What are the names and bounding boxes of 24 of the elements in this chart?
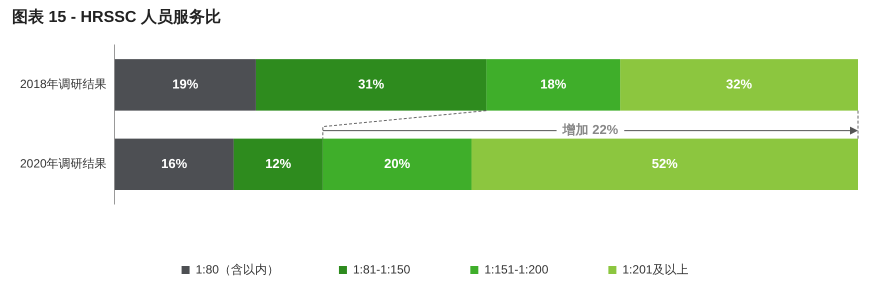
data-label: 31% — [358, 76, 385, 92]
legend-label: 1:151-1:200 — [484, 262, 549, 276]
data-label: 32% — [726, 76, 753, 92]
y-tick-label: 2018年调研结果 — [20, 77, 107, 92]
bar — [234, 138, 323, 190]
bar — [114, 59, 256, 111]
y-tick-label: 2020年调研结果 — [20, 156, 107, 171]
legend-label: 1:80（含以内） — [196, 262, 279, 276]
legend-label: 1:81-1:150 — [352, 262, 411, 276]
annotation: 增加 22% — [562, 122, 619, 138]
legend-label: 1:201及以上 — [622, 262, 688, 276]
bar — [114, 138, 234, 190]
data-label: 18% — [540, 76, 567, 92]
bar — [620, 59, 858, 111]
bar — [486, 59, 620, 111]
data-label: 16% — [161, 156, 188, 171]
bar — [322, 138, 472, 190]
bar — [256, 59, 486, 111]
data-label: 52% — [652, 156, 678, 171]
bar — [471, 138, 858, 190]
chart-title: 图表 15 - HRSSC 人员服务比 — [12, 8, 221, 26]
data-label: 12% — [265, 156, 292, 171]
data-label: 20% — [384, 156, 411, 171]
data-label: 19% — [172, 76, 199, 92]
